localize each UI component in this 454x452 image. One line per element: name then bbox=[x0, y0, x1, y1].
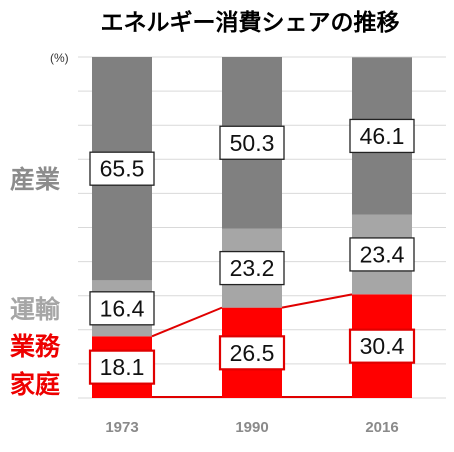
series-label: 運輸 bbox=[10, 295, 61, 324]
value-label: 23.2 bbox=[230, 255, 275, 281]
value-label: 50.3 bbox=[230, 130, 275, 156]
x-tick-label: 1973 bbox=[105, 419, 138, 436]
value-label: 30.4 bbox=[360, 333, 405, 359]
value-label: 46.1 bbox=[360, 123, 405, 149]
value-label-box bbox=[348, 328, 416, 364]
x-tick-label: 1990 bbox=[235, 419, 268, 436]
connector-line bbox=[151, 306, 223, 338]
value-label: 23.4 bbox=[360, 241, 405, 267]
value-label-box bbox=[89, 291, 155, 326]
value-label: 26.5 bbox=[230, 340, 275, 366]
value-label-box bbox=[219, 125, 285, 160]
connector-lines bbox=[151, 293, 353, 398]
x-tick-label: 2016 bbox=[365, 419, 398, 436]
series-label: 家庭 bbox=[10, 370, 60, 399]
value-label: 16.4 bbox=[100, 295, 145, 321]
connector-line bbox=[281, 293, 353, 309]
value-label-box bbox=[218, 335, 286, 371]
data-labels: 18.1 16.4 65.5 26.5 23.2 50.3 30.4 23.4 46.1 bbox=[88, 118, 416, 385]
chart-title: エネルギー消費シェアの推移 bbox=[101, 10, 400, 36]
value-label: 65.5 bbox=[100, 156, 145, 182]
value-label-box bbox=[219, 250, 285, 286]
value-label-box bbox=[89, 151, 155, 186]
value-label-box bbox=[349, 118, 415, 154]
x-axis-ticks: 1973 1990 2016 bbox=[105, 419, 398, 436]
unit-label: (%) bbox=[50, 51, 69, 65]
value-label-box bbox=[88, 349, 156, 385]
value-label: 18.1 bbox=[100, 354, 145, 380]
series-label: 業務 bbox=[10, 332, 61, 361]
series-label: 産業 bbox=[10, 165, 60, 194]
value-label-box bbox=[349, 237, 415, 272]
